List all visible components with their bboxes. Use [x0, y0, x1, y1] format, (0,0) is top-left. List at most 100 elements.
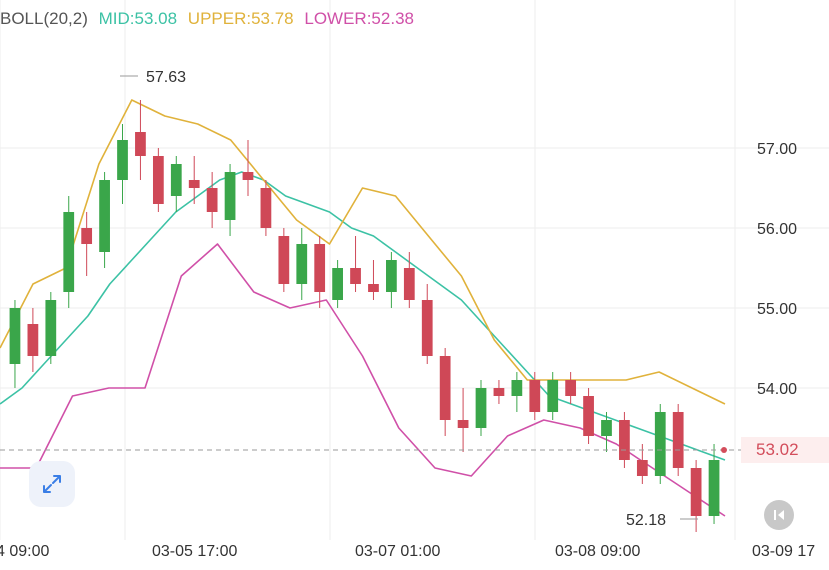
candle-body	[224, 172, 236, 220]
candle	[511, 372, 523, 412]
candle	[475, 380, 487, 436]
candle-body	[27, 324, 39, 356]
legend-mid: MID:53.08	[98, 9, 178, 28]
legend-lower: LOWER:52.38	[304, 9, 414, 28]
candles	[9, 100, 720, 532]
candle	[708, 444, 720, 524]
candle	[152, 148, 164, 212]
band-line-mid	[0, 171, 726, 461]
candle	[601, 412, 612, 452]
candle-body	[350, 268, 361, 284]
candle-body	[260, 188, 272, 228]
y-tick-label: 56.00	[757, 221, 797, 238]
expand-arrows-icon	[43, 475, 61, 493]
candle	[439, 348, 451, 436]
back-to-start-button[interactable]	[764, 500, 794, 530]
candle-body	[547, 380, 559, 412]
candle	[242, 140, 254, 196]
candle-body	[9, 308, 21, 364]
x-tick-label: 03-09 17	[752, 543, 815, 560]
candle-body	[117, 140, 128, 180]
candle-body	[601, 420, 612, 436]
candle	[9, 300, 21, 388]
candle-body	[170, 164, 182, 196]
candle-body	[152, 156, 164, 204]
candle-body	[368, 284, 379, 292]
y-axis-ticks: 57.00 56.00 55.00 54.00	[757, 141, 797, 398]
candle-body	[690, 468, 702, 516]
candle-body	[63, 212, 75, 292]
candle-body	[619, 420, 630, 460]
x-tick-label: 4 09:00	[0, 543, 49, 560]
last-price-dot	[721, 447, 727, 453]
candle	[135, 100, 146, 180]
candle	[188, 156, 200, 204]
candle-body	[332, 268, 343, 300]
y-tick-label: 55.00	[757, 301, 797, 318]
candle-body	[672, 412, 684, 468]
y-tick-label: 54.00	[757, 381, 797, 398]
candle	[672, 404, 684, 476]
expand-button[interactable]	[29, 461, 75, 507]
candle	[457, 388, 469, 452]
legend-indicator-name: BOLL(20,2)	[0, 9, 88, 28]
high-marker: 57.63	[120, 69, 186, 86]
candle-body	[296, 244, 308, 284]
candle	[654, 404, 666, 484]
candle-body	[314, 244, 326, 292]
candle	[493, 380, 505, 404]
legend-upper: UPPER:53.78	[187, 9, 294, 28]
candle-body	[457, 420, 469, 428]
x-tick-label: 03-07 01:00	[355, 543, 441, 560]
candle-body	[188, 180, 200, 188]
candle	[529, 372, 541, 420]
candle-body	[206, 188, 218, 212]
x-tick-label: 03-08 09:00	[555, 543, 641, 560]
candle	[81, 212, 93, 276]
candle	[27, 308, 39, 372]
candle	[403, 252, 415, 308]
candle	[565, 372, 577, 404]
candle-body	[45, 300, 57, 356]
candle-body	[242, 172, 254, 180]
candle	[368, 260, 379, 300]
candle-body	[708, 460, 720, 516]
candle	[206, 172, 218, 228]
candle-body	[511, 380, 523, 396]
candle	[350, 236, 361, 292]
low-marker-label: 52.18	[626, 512, 666, 529]
candle-body	[583, 396, 594, 436]
bollinger-bands	[0, 99, 726, 517]
candle-body	[135, 132, 146, 156]
candle-body	[278, 236, 290, 284]
candle-body	[403, 268, 415, 300]
candle-body	[99, 180, 110, 252]
last-price-badge: 53.02	[741, 437, 829, 463]
candle	[690, 460, 702, 532]
candle	[314, 236, 326, 308]
band-line-upper	[0, 99, 726, 405]
candle-body	[654, 412, 666, 476]
candle-body	[386, 260, 397, 292]
back-to-start-icon	[774, 510, 784, 520]
candle	[260, 180, 272, 236]
candle-body	[81, 228, 93, 244]
x-axis-ticks: 4 09:00 03-05 17:00 03-07 01:00 03-08 09:00…	[0, 543, 815, 560]
candle-body	[421, 300, 433, 356]
candle-body	[529, 380, 541, 412]
candle	[619, 412, 630, 468]
candle-body	[565, 380, 577, 396]
candle	[332, 260, 343, 308]
low-marker: 52.18	[626, 512, 698, 529]
candle	[224, 164, 236, 236]
candle	[583, 388, 594, 444]
y-tick-label: 57.00	[757, 141, 797, 158]
candle	[278, 228, 290, 292]
candle	[170, 156, 182, 212]
candle	[547, 372, 559, 420]
candle-body	[439, 356, 451, 420]
candle-body	[475, 388, 487, 428]
candle	[63, 196, 75, 308]
